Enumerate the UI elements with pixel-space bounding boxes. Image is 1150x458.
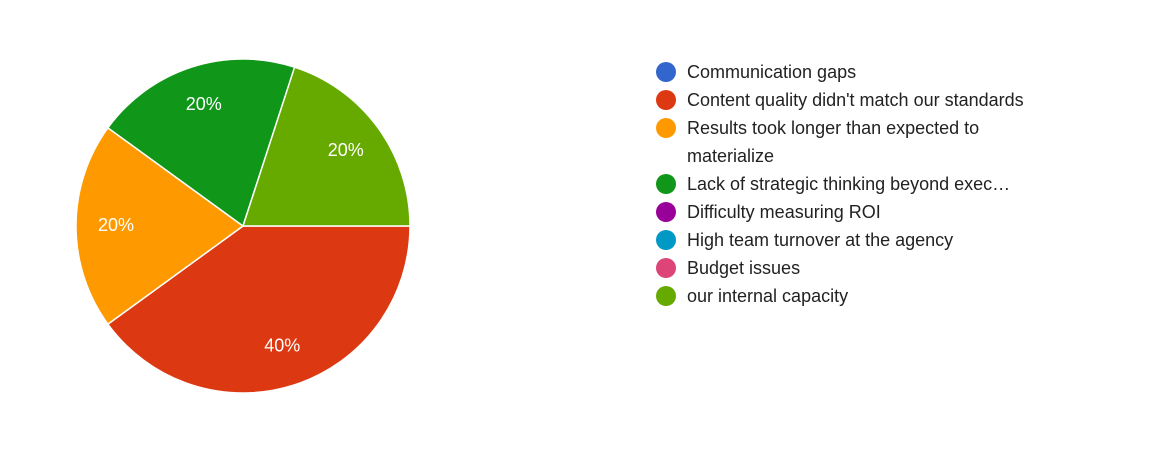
legend-swatch [656, 174, 676, 194]
legend-label: Results took longer than expected to mat… [687, 118, 980, 166]
legend-label: Budget issues [687, 258, 801, 278]
legend-item: Budget issues [655, 254, 1067, 282]
legend-swatch [656, 118, 676, 138]
legend-swatch [656, 258, 676, 278]
legend-swatch [656, 62, 676, 82]
legend-label: Lack of strategic thinking beyond exec… [687, 174, 1011, 194]
legend-label: Communication gaps [687, 62, 857, 82]
legend-swatch [656, 202, 676, 222]
legend-label: Content quality didn't match our standar… [687, 90, 1024, 110]
legend-swatch [656, 230, 676, 250]
pie-slice [106, 58, 296, 228]
legend-label: High team turnover at the agency [687, 230, 954, 250]
legend-swatch [656, 286, 676, 306]
legend-item: our internal capacity [655, 282, 1067, 310]
slice-label: 20% [186, 94, 222, 114]
pie-slice [106, 225, 411, 394]
legend-label: our internal capacity [687, 286, 849, 306]
pie-slice [241, 66, 411, 227]
legend-item: High team turnover at the agency [655, 226, 1067, 254]
legend: Communication gaps Content quality didn't… [655, 58, 1075, 310]
legend-item: Results took longer than expected to mat… [655, 114, 1067, 170]
chart: 40% 20% 20% 20% [75, 58, 411, 394]
pie-slice [75, 126, 245, 326]
legend-item: Content quality didn't match our standar… [655, 86, 1067, 114]
slice-label: 20% [328, 140, 364, 160]
slice-label: 20% [98, 215, 134, 235]
legend-swatch [656, 90, 676, 110]
legend-item: Communication gaps [655, 58, 1067, 86]
legend-item: Lack of strategic thinking beyond exec… [655, 170, 1067, 198]
legend-label: Difficulty measuring ROI [687, 202, 881, 222]
legend-item: Difficulty measuring ROI [655, 198, 1067, 226]
slice-label: 40% [264, 336, 300, 356]
